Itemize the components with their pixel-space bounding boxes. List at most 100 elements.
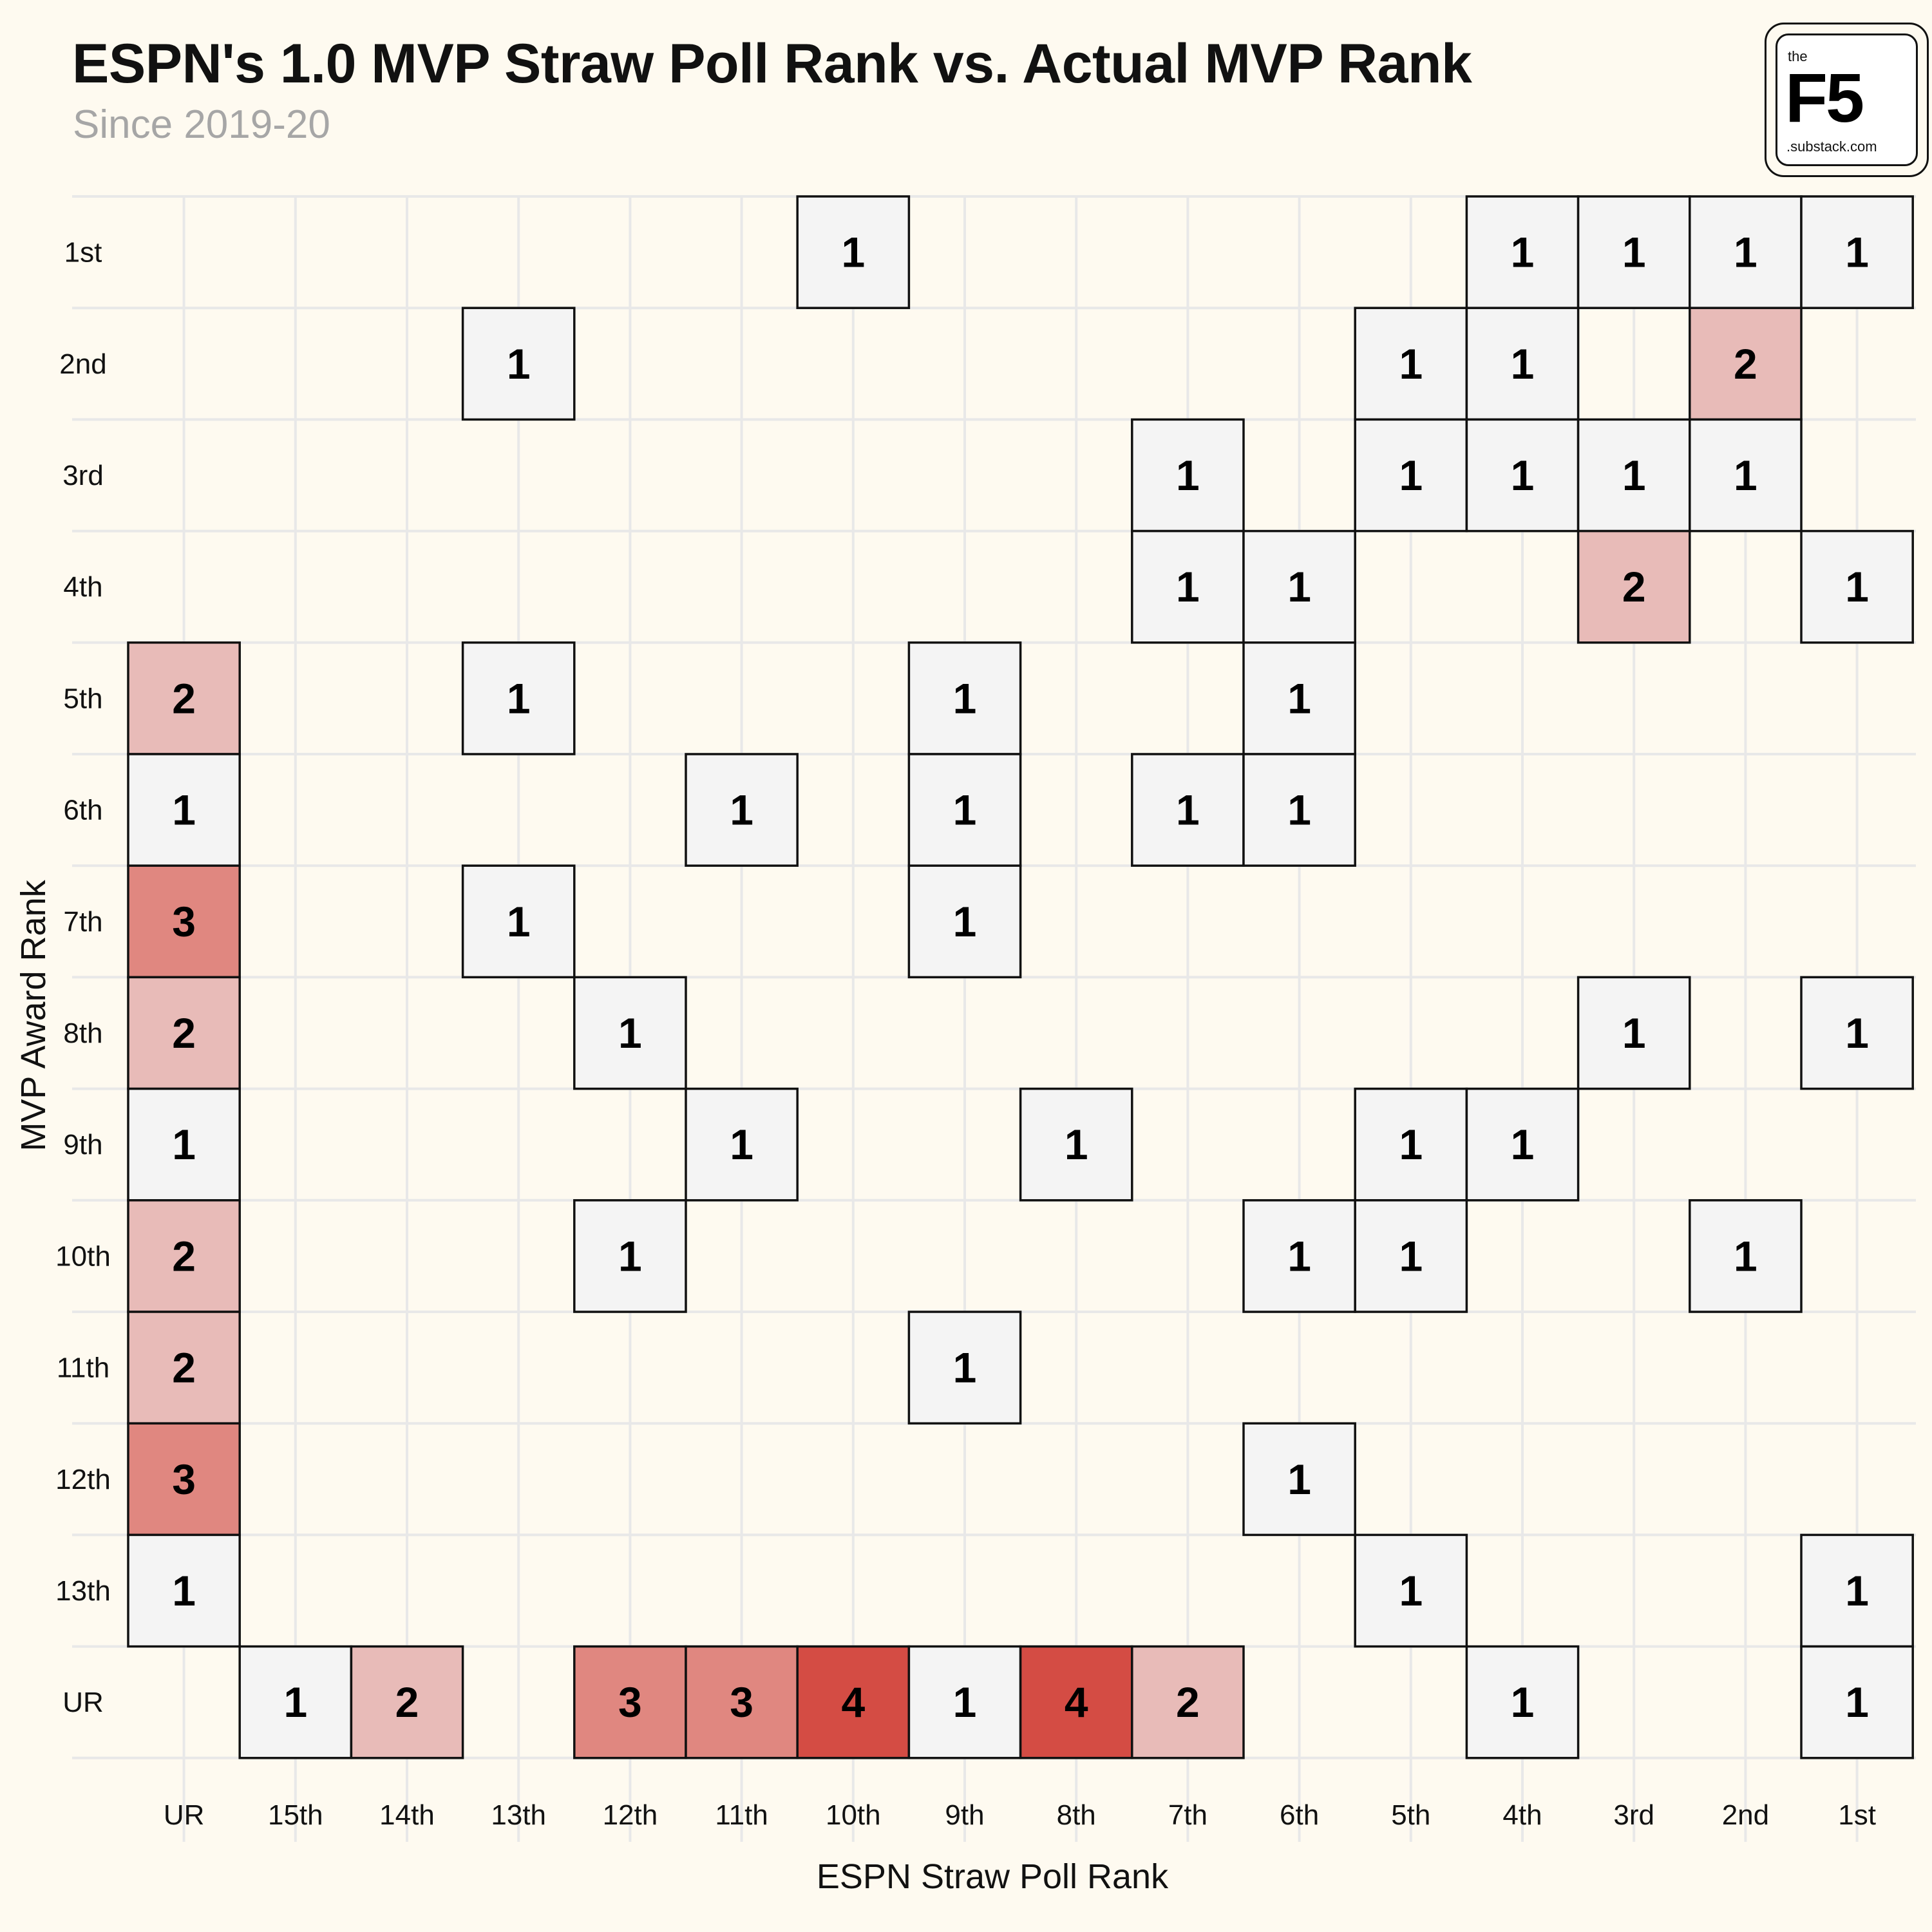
y-tick-label: 10th (55, 1240, 111, 1272)
cell-value-label: 1 (1287, 674, 1311, 722)
heatmap-cell (350, 1645, 464, 1759)
cell-value-label: 1 (1287, 786, 1311, 834)
x-tick-label: 10th (826, 1799, 881, 1831)
cell-value-label: 3 (172, 898, 196, 945)
heatmap-cell (238, 1645, 353, 1759)
heatmap-cell (1242, 753, 1356, 867)
heatmap-cell (1800, 976, 1914, 1090)
heatmap-cell (1800, 1645, 1914, 1759)
cell-value-label: 1 (1287, 1455, 1311, 1503)
heatmap-cell (685, 753, 799, 867)
cell-value-label: 3 (618, 1678, 642, 1726)
heatmap-cell (1019, 1087, 1133, 1202)
cell-value-label: 1 (507, 340, 531, 388)
cell-value-label: 1 (1399, 451, 1423, 499)
heatmap-cell (1689, 195, 1803, 309)
y-tick-label: UR (62, 1687, 104, 1718)
cell-value-label: 1 (1845, 229, 1869, 276)
cell-value-label: 1 (1511, 340, 1535, 388)
x-axis-title: ESPN Straw Poll Rank (817, 1857, 1169, 1896)
heatmap-cell (127, 1199, 241, 1313)
cell-value-label: 1 (1511, 451, 1535, 499)
heatmap-cell (127, 864, 241, 979)
cell-value-label: 1 (953, 674, 977, 722)
cell-value-label: 2 (1622, 563, 1646, 611)
heatmap-cell (1131, 418, 1245, 533)
heatmap-cell (907, 753, 1022, 867)
cell-value-label: 2 (395, 1678, 419, 1726)
y-tick-label: 12th (55, 1464, 111, 1495)
y-tick-label: 13th (55, 1575, 111, 1607)
f5-logo: the F5 .substack.com (1765, 23, 1929, 177)
heatmap-cell (796, 195, 911, 309)
heatmap-cell (1465, 1645, 1580, 1759)
cell-value-label: 1 (1176, 563, 1200, 611)
cell-value-label: 1 (618, 1232, 642, 1280)
heatmap-cell (1465, 195, 1580, 309)
cell-value-label: 3 (730, 1678, 753, 1726)
heatmap-cell (127, 1311, 241, 1425)
cell-value-label: 1 (507, 674, 531, 722)
heatmap-cell (1577, 195, 1691, 309)
heatmap-cell (1577, 976, 1691, 1090)
heatmap-cell (1131, 1645, 1245, 1759)
cell-value-label: 2 (1734, 340, 1757, 388)
heatmap-cell (1354, 1533, 1468, 1648)
cell-value-label: 1 (953, 1344, 977, 1392)
heatmap-cell (1242, 1422, 1356, 1537)
y-axis-title: MVP Award Rank (14, 879, 53, 1151)
cell-value-label: 1 (1511, 1121, 1535, 1168)
x-tick-label: 7th (1168, 1799, 1208, 1831)
heatmap-cell (127, 1422, 241, 1537)
cell-value-label: 1 (1845, 1678, 1869, 1726)
heatmap-cell (685, 1087, 799, 1202)
cell-value-label: 1 (1622, 451, 1646, 499)
cell-value-label: 1 (283, 1678, 307, 1726)
x-tick-label: 14th (379, 1799, 435, 1831)
cell-value-label: 1 (172, 1567, 196, 1615)
x-tick-label: 11th (715, 1799, 768, 1831)
heatmap-cell (1131, 753, 1245, 867)
cell-value-label: 2 (172, 1009, 196, 1057)
y-tick-label: 6th (63, 795, 102, 826)
cell-value-label: 2 (172, 674, 196, 722)
heatmap-cell (1800, 529, 1914, 644)
cell-value-label: 1 (507, 898, 531, 945)
heatmap-cell (127, 753, 241, 867)
heatmap-cell (1577, 529, 1691, 644)
cell-value-label: 1 (1399, 1232, 1423, 1280)
x-tick-label: 9th (945, 1799, 984, 1831)
heatmap-cell (907, 1311, 1022, 1425)
heatmap-cell (1465, 1087, 1580, 1202)
heatmap-cell (1800, 1533, 1914, 1648)
cell-value-label: 1 (1845, 1567, 1869, 1615)
heatmap-cell (127, 976, 241, 1090)
cell-value-label: 1 (1176, 451, 1200, 499)
cell-value-label: 1 (1734, 451, 1757, 499)
x-tick-label: 15th (268, 1799, 323, 1831)
heatmap-cell (1131, 529, 1245, 644)
cell-value-label: 1 (1511, 229, 1535, 276)
cell-value-label: 1 (1622, 1009, 1646, 1057)
cell-value-label: 4 (841, 1678, 865, 1726)
y-tick-label: 3rd (62, 460, 104, 491)
chart-title: ESPN's 1.0 MVP Straw Poll Rank vs. Actua… (72, 33, 1472, 95)
cell-value-label: 1 (841, 229, 865, 276)
x-tick-label: 5th (1391, 1799, 1430, 1831)
cell-value-label: 1 (1734, 229, 1757, 276)
cell-value-label: 1 (730, 786, 753, 834)
y-tick-label: 2nd (59, 348, 106, 380)
x-tick-label: 3rd (1613, 1799, 1654, 1831)
cell-value-label: 1 (172, 786, 196, 834)
x-tick-label: 1st (1838, 1799, 1876, 1831)
heatmap-cell (1354, 1087, 1468, 1202)
cell-value-label: 1 (1176, 786, 1200, 834)
cell-value-label: 2 (172, 1344, 196, 1392)
chart-subtitle: Since 2019-20 (73, 102, 330, 147)
cell-value-label: 4 (1065, 1678, 1088, 1726)
cell-value-label: 1 (1399, 340, 1423, 388)
axis-labels: UR 15th 14th 13th 12th 11th 10th 9th 8th 7th 6th 5t… (55, 237, 1876, 1831)
heatmap-cell (127, 1533, 241, 1648)
cell-value-label: 1 (1511, 1678, 1535, 1726)
cell-value-label: 1 (1622, 229, 1646, 276)
